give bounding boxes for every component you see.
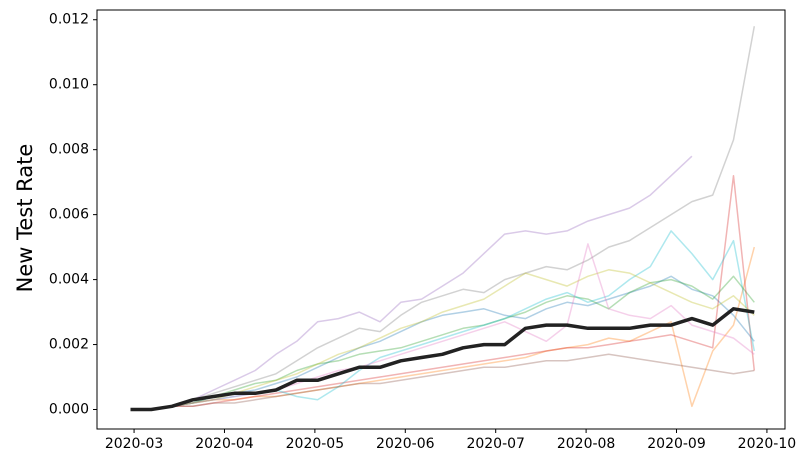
plot-frame <box>96 9 786 430</box>
y-axis-label: New Test Rate <box>13 144 37 293</box>
x-tick-label: 2020-10 <box>738 436 797 452</box>
y-tick-label: 0.012 <box>49 12 89 28</box>
x-tick-label: 2020-07 <box>466 436 525 452</box>
series-line <box>130 174 756 411</box>
x-tick-label: 2020-05 <box>286 436 345 452</box>
series-line <box>130 269 755 411</box>
y-tick-label: 0.002 <box>49 337 89 353</box>
series-line <box>130 307 755 412</box>
y-tick-label: 0.006 <box>49 207 89 223</box>
y-tick-label: 0.008 <box>49 142 89 158</box>
series-line <box>130 353 755 411</box>
series-line <box>130 275 755 411</box>
x-tick-label: 2020-04 <box>195 436 254 452</box>
x-tick-label: 2020-03 <box>105 436 164 452</box>
series-line <box>130 155 693 411</box>
y-tick-label: 0.004 <box>49 272 89 288</box>
x-tick-label: 2020-06 <box>376 436 435 452</box>
series-line <box>130 26 756 411</box>
series-line <box>130 230 756 411</box>
y-tick-label: 0.010 <box>49 77 89 93</box>
series-line <box>130 246 756 411</box>
x-tick-label: 2020-09 <box>647 436 706 452</box>
y-tick-label: 0.000 <box>49 402 89 418</box>
series-line <box>130 243 755 411</box>
x-tick-label: 2020-08 <box>557 436 616 452</box>
